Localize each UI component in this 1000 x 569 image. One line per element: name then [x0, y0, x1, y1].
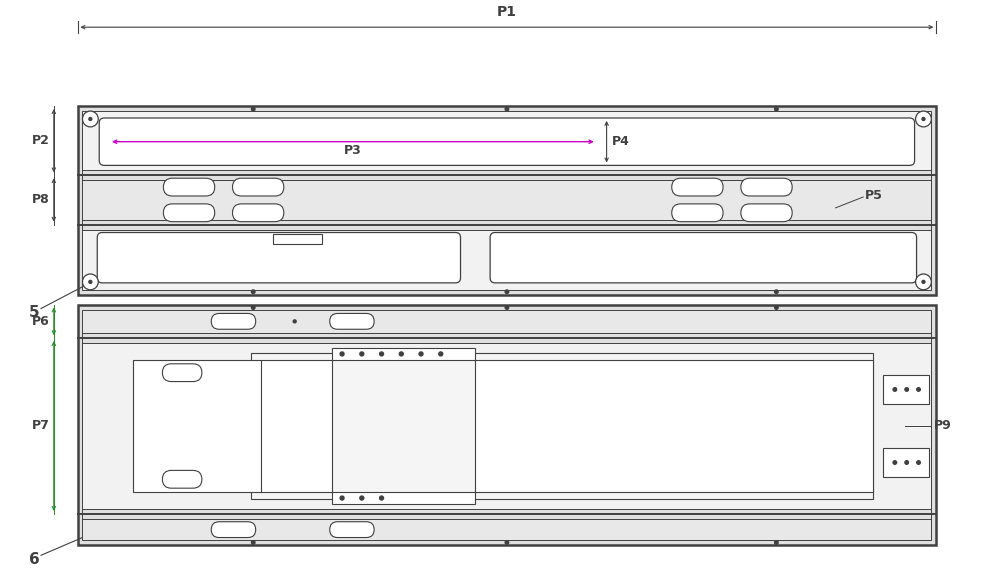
- FancyBboxPatch shape: [99, 118, 915, 166]
- Circle shape: [893, 461, 897, 464]
- Bar: [78, 304, 936, 546]
- Circle shape: [89, 281, 92, 283]
- FancyBboxPatch shape: [330, 314, 374, 329]
- Circle shape: [380, 352, 384, 356]
- Bar: [82, 519, 931, 541]
- FancyBboxPatch shape: [490, 233, 917, 283]
- FancyBboxPatch shape: [330, 522, 374, 538]
- Text: P5: P5: [865, 188, 883, 201]
- FancyBboxPatch shape: [741, 178, 792, 196]
- Text: P8: P8: [32, 193, 50, 207]
- Polygon shape: [332, 348, 873, 504]
- Circle shape: [917, 461, 920, 464]
- Circle shape: [505, 290, 509, 294]
- Circle shape: [922, 118, 925, 121]
- Circle shape: [340, 352, 344, 356]
- Bar: [82, 111, 931, 170]
- Text: P7: P7: [32, 419, 50, 432]
- Circle shape: [89, 118, 92, 121]
- Circle shape: [775, 290, 778, 294]
- FancyBboxPatch shape: [211, 314, 256, 329]
- Bar: [82, 310, 931, 541]
- FancyBboxPatch shape: [163, 178, 215, 196]
- Text: P3: P3: [344, 143, 362, 156]
- Text: P6: P6: [32, 315, 50, 328]
- Circle shape: [293, 320, 296, 323]
- Bar: [133, 360, 332, 492]
- FancyBboxPatch shape: [162, 364, 202, 382]
- Circle shape: [340, 496, 344, 500]
- Text: P4: P4: [612, 135, 629, 148]
- Text: 6: 6: [29, 552, 39, 567]
- Bar: [883, 448, 929, 477]
- Circle shape: [251, 306, 255, 310]
- Bar: [82, 343, 931, 509]
- Circle shape: [439, 352, 443, 356]
- Circle shape: [360, 496, 364, 500]
- Text: P9: P9: [934, 419, 952, 432]
- FancyBboxPatch shape: [97, 233, 461, 283]
- Circle shape: [505, 306, 509, 310]
- FancyBboxPatch shape: [162, 471, 202, 488]
- FancyBboxPatch shape: [232, 204, 284, 222]
- Circle shape: [419, 352, 423, 356]
- Circle shape: [251, 541, 255, 544]
- Bar: [883, 374, 929, 404]
- Bar: [78, 106, 936, 295]
- Circle shape: [360, 352, 364, 356]
- Circle shape: [251, 108, 255, 111]
- Text: 5: 5: [29, 305, 39, 320]
- FancyBboxPatch shape: [672, 178, 723, 196]
- Bar: [273, 234, 322, 244]
- Text: P2: P2: [32, 134, 50, 147]
- FancyBboxPatch shape: [672, 204, 723, 222]
- Circle shape: [251, 290, 255, 294]
- Circle shape: [916, 111, 931, 127]
- Circle shape: [917, 387, 920, 391]
- Bar: [82, 111, 931, 290]
- Circle shape: [905, 387, 908, 391]
- Circle shape: [505, 108, 509, 111]
- Circle shape: [775, 306, 778, 310]
- Circle shape: [380, 496, 384, 500]
- Bar: [82, 229, 931, 290]
- FancyBboxPatch shape: [232, 178, 284, 196]
- FancyBboxPatch shape: [741, 204, 792, 222]
- Circle shape: [775, 541, 778, 544]
- Bar: [82, 180, 931, 220]
- Circle shape: [916, 274, 931, 290]
- Circle shape: [922, 281, 925, 283]
- Circle shape: [775, 108, 778, 111]
- Circle shape: [82, 111, 98, 127]
- Circle shape: [82, 274, 98, 290]
- Bar: [82, 310, 931, 333]
- Bar: [251, 353, 873, 499]
- Circle shape: [893, 387, 897, 391]
- FancyBboxPatch shape: [211, 522, 256, 538]
- Text: P1: P1: [497, 5, 517, 19]
- Circle shape: [399, 352, 403, 356]
- FancyBboxPatch shape: [163, 204, 215, 222]
- Circle shape: [505, 541, 509, 544]
- Circle shape: [905, 461, 908, 464]
